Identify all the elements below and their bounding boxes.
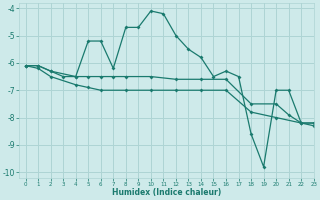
X-axis label: Humidex (Indice chaleur): Humidex (Indice chaleur) xyxy=(112,188,221,197)
